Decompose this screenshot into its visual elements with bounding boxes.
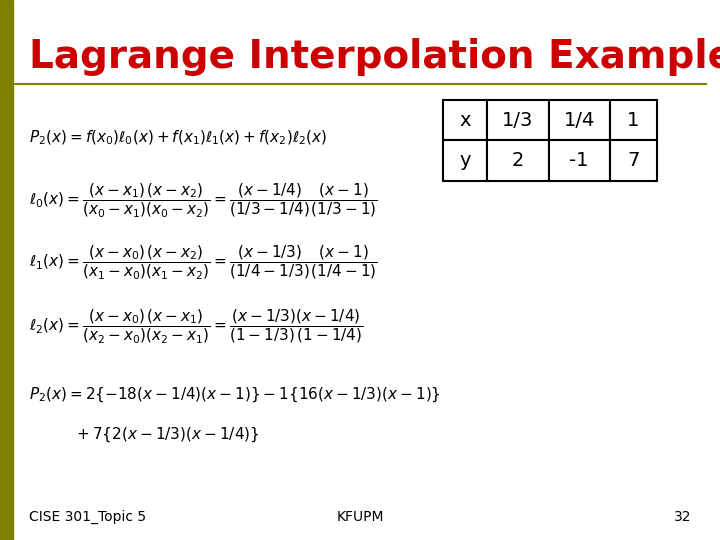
Bar <box>549 140 610 181</box>
Bar <box>487 140 549 181</box>
Text: KFUPM: KFUPM <box>336 510 384 524</box>
Text: 32: 32 <box>674 510 691 524</box>
Text: Lagrange Interpolation Example: Lagrange Interpolation Example <box>29 38 720 76</box>
Text: $\ell_0(x) = \dfrac{(x-x_1)\,(x-x_2)}{(x_0-x_1)(x_0-x_2)} = \dfrac{(x-1/4)}{(1/3: $\ell_0(x) = \dfrac{(x-x_1)\,(x-x_2)}{(x… <box>29 182 377 220</box>
Text: -1: -1 <box>570 151 589 170</box>
Bar <box>487 100 549 140</box>
Text: x: x <box>459 111 471 130</box>
Text: 1/3: 1/3 <box>503 111 534 130</box>
Bar <box>443 140 487 181</box>
Text: 1/4: 1/4 <box>564 111 595 130</box>
Text: 1: 1 <box>627 111 639 130</box>
Bar <box>610 100 657 140</box>
Text: $\quad\quad\quad + 7\{2(x-1/3)(x-1/4)\}$: $\quad\quad\quad + 7\{2(x-1/3)(x-1/4)\}$ <box>29 426 259 444</box>
Text: $P_2(x) = 2\{-18(x-1/4)(x-1)\} - 1\{16(x-1/3)(x-1)\}$: $P_2(x) = 2\{-18(x-1/4)(x-1)\} - 1\{16(x… <box>29 386 441 404</box>
Text: 7: 7 <box>627 151 639 170</box>
Text: $\ell_1(x) = \dfrac{(x-x_0)\,(x-x_2)}{(x_1-x_0)(x_1-x_2)} = \dfrac{(x-1/3)}{(1/4: $\ell_1(x) = \dfrac{(x-x_0)\,(x-x_2)}{(x… <box>29 244 377 282</box>
Bar <box>610 140 657 181</box>
Bar <box>443 100 487 140</box>
Text: $\ell_2(x) = \dfrac{(x-x_0)\,(x-x_1)}{(x_2-x_0)(x_2-x_1)} = \dfrac{(x-1/3)(x-1/4: $\ell_2(x) = \dfrac{(x-x_0)\,(x-x_1)}{(x… <box>29 308 364 346</box>
Bar <box>549 100 610 140</box>
Text: $P_2(x) = f(x_0)\ell_0(x) + f(x_1)\ell_1(x) + f(x_2)\ell_2(x)$: $P_2(x) = f(x_0)\ell_0(x) + f(x_1)\ell_1… <box>29 129 327 147</box>
Text: CISE 301_Topic 5: CISE 301_Topic 5 <box>29 510 146 524</box>
Text: 2: 2 <box>512 151 524 170</box>
Bar <box>0 0 13 540</box>
Text: y: y <box>459 151 471 170</box>
